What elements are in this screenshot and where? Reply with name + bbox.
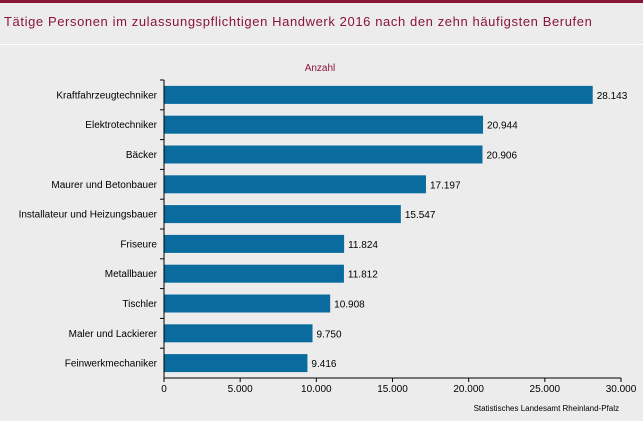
bar — [164, 115, 484, 134]
x-tick-label: 15.000 — [377, 384, 408, 395]
x-tick-label: 0 — [161, 384, 167, 395]
unit-label: Anzahl — [305, 63, 336, 74]
source-note: Statistisches Landesamt Rheinland-Pfalz — [474, 404, 619, 413]
data-label: 15.547 — [405, 210, 436, 221]
chart-title: Tätige Personen im zulassungspflichtigen… — [4, 14, 593, 29]
x-tick-label: 5.000 — [228, 384, 253, 395]
data-label: 28.143 — [597, 91, 628, 102]
x-tick-label: 30.000 — [606, 384, 637, 395]
data-label: 20.944 — [487, 121, 518, 132]
x-tick-label: 10.000 — [301, 384, 332, 395]
category-label: Installateur und Heizungsbauer — [19, 210, 158, 221]
x-tick-label: 25.000 — [530, 384, 561, 395]
category-label: Maurer und Betonbauer — [51, 180, 157, 191]
data-label: 10.908 — [334, 300, 365, 311]
bar — [164, 205, 401, 224]
category-label: Kraftfahrzeugtechniker — [56, 90, 157, 101]
data-label: 11.824 — [348, 240, 378, 251]
bar — [164, 294, 331, 313]
data-label: 9.750 — [317, 329, 342, 340]
bar — [164, 234, 345, 253]
category-label: Bäcker — [126, 150, 158, 161]
bar — [164, 85, 593, 104]
category-label: Friseure — [120, 239, 157, 250]
x-tick-label: 20.000 — [453, 384, 484, 395]
title-separator — [0, 44, 643, 45]
category-label: Maler und Lackierer — [69, 329, 158, 340]
data-label: 9.416 — [311, 359, 336, 370]
bar — [164, 175, 426, 194]
category-label: Elektrotechniker — [85, 120, 157, 131]
category-label: Tischler — [122, 299, 157, 310]
category-label: Feinwerkmechaniker — [65, 359, 158, 370]
category-label: Metallbauer — [105, 269, 158, 280]
data-label: 11.812 — [348, 270, 378, 281]
bar — [164, 324, 313, 343]
top-accent-rule — [0, 0, 643, 3]
data-label: 17.197 — [430, 180, 461, 191]
data-label: 20.906 — [486, 151, 517, 162]
bar — [164, 145, 483, 164]
bar — [164, 264, 344, 283]
bar — [164, 354, 308, 373]
